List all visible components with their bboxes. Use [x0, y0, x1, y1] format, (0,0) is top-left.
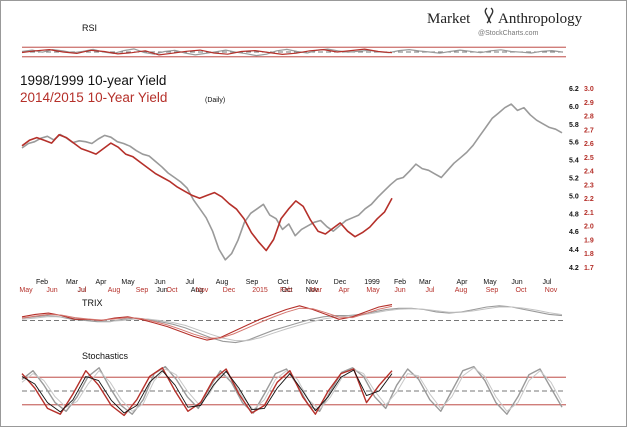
brand-title-2: Anthropology: [498, 11, 583, 27]
trix-2014-line: [21, 304, 393, 341]
x-tick-top: Feb: [36, 279, 48, 286]
y-tick-left: 6.0: [569, 104, 579, 111]
brand-credit: @StockCharts.com: [478, 30, 539, 37]
main-yield-panel: 6.2 6.0 5.8 5.6 5.4 5.2 5.0 4.8 4.6 4.4 4.2 3.0 2.9…: [21, 86, 594, 272]
x-tick-top-2: Aug: [191, 287, 204, 294]
legend-1998: 1998/1999 10-year Yield: [20, 73, 166, 88]
y-tick-right: 1.8: [584, 251, 594, 258]
legend-2014: 2014/2015 10-Year Yield: [20, 90, 167, 105]
y-tick-left: 5.4: [569, 158, 579, 165]
trix-2014-signal-line: [21, 305, 393, 339]
x-tick-top: Feb: [394, 279, 406, 286]
x-tick-top: May: [483, 279, 497, 286]
x-tick-bottom: Feb: [280, 287, 292, 294]
y-tick-left: 4.8: [569, 211, 579, 218]
y-tick-left: 5.2: [569, 176, 579, 183]
x-tick-bottom: Sep: [136, 287, 149, 294]
y-tick-right: 2.7: [584, 127, 594, 134]
chart-frame: [0, 0, 627, 427]
y-tick-right: 2.3: [584, 182, 594, 189]
trix-panel: TRIX: [21, 298, 566, 344]
stoch-2014-line: [21, 367, 393, 417]
stochastics-panel: Stochastics: [21, 351, 566, 417]
y-tick-right: 1.9: [584, 237, 594, 244]
rsi-panel: RSI: [21, 23, 566, 58]
x-tick-bottom: May: [366, 287, 380, 294]
x-tick-top: Mar: [66, 279, 79, 286]
x-tick-bottom: Oct: [516, 287, 527, 294]
x-tick-bottom: Jun: [46, 287, 57, 294]
x-tick-top: 1999: [364, 279, 380, 286]
x-tick-top: Jun: [154, 279, 165, 286]
x-tick-bottom: Sep: [486, 287, 499, 294]
x-tick-top: Sep: [246, 279, 259, 286]
y-tick-right: 2.6: [584, 141, 594, 148]
x-tick-top-2: Jul: [78, 287, 87, 294]
x-tick-top: Apr: [457, 279, 469, 286]
y-tick-right: 2.9: [584, 100, 594, 107]
y-tick-right: 2.2: [584, 196, 594, 203]
x-tick-top: Jul: [543, 279, 552, 286]
y-tick-right: 2.4: [584, 169, 594, 176]
x-tick-bottom: May: [19, 287, 33, 294]
stoch-2014-signal-line: [21, 369, 393, 414]
x-axis-1998-labels-row2: Jul Jun Aug Oct Nov: [78, 287, 319, 294]
x-tick-bottom: Aug: [455, 287, 468, 294]
y-tick-left: 6.2: [569, 86, 579, 93]
y-tick-right: 2.5: [584, 155, 594, 162]
x-tick-top-2: Oct: [282, 287, 293, 294]
x-tick-bottom: Nov: [196, 287, 209, 294]
x-tick-bottom: Jul: [78, 287, 87, 294]
trix-1998-signal-line: [21, 306, 563, 342]
y-tick-right: 2.8: [584, 114, 594, 121]
x-axis-2014-labels: May Jun Jul Aug Sep Oct Nov Dec 2015 Feb Mar Apr May…: [19, 287, 557, 294]
x-axis-1998-labels: Feb Mar Apr May Jun Jul Aug Sep Oct Nov Dec 1999 Feb…: [36, 279, 552, 286]
x-tick-top: Apr: [96, 279, 108, 286]
x-tick-bottom: Oct: [167, 287, 178, 294]
y-tick-right: 2.0: [584, 224, 594, 231]
x-tick-top: Oct: [278, 279, 289, 286]
y-tick-right: 2.1: [584, 210, 594, 217]
x-tick-top: Mar: [419, 279, 432, 286]
x-tick-top: Aug: [216, 279, 229, 286]
y-tick-left: 5.0: [569, 193, 579, 200]
legend-2014-note: (Daily): [205, 97, 225, 104]
trix-title: TRIX: [82, 298, 103, 308]
x-tick-bottom: Aug: [108, 287, 121, 294]
rsi-title: RSI: [82, 23, 97, 33]
x-tick-top-2: Nov: [306, 287, 319, 294]
x-tick-bottom: Jun: [394, 287, 405, 294]
brand-title: Market: [427, 11, 471, 27]
series-1998-line: [21, 103, 563, 261]
y-tick-left: 4.6: [569, 229, 579, 236]
x-tick-top: Dec: [334, 279, 347, 286]
stochastics-title: Stochastics: [82, 351, 129, 361]
x-tick-bottom: Dec: [223, 287, 236, 294]
x-tick-bottom: Nov: [545, 287, 558, 294]
x-tick-bottom: 2015: [252, 287, 268, 294]
x-tick-top: May: [121, 279, 135, 286]
y-tick-right: 3.0: [584, 86, 594, 93]
x-tick-top: Jun: [511, 279, 522, 286]
y-tick-left: 4.4: [569, 247, 579, 254]
y-tick-left: 4.2: [569, 265, 579, 272]
series-2014-line: [21, 134, 393, 252]
y-tick-right: 1.7: [584, 265, 594, 272]
x-tick-top: Nov: [306, 279, 319, 286]
x-tick-top-2: Jun: [156, 287, 167, 294]
x-tick-top: Jul: [186, 279, 195, 286]
dna-logo-icon: [484, 7, 494, 24]
y-tick-left: 5.6: [569, 140, 579, 147]
y-tick-left: 5.8: [569, 122, 579, 129]
rsi-2014-line: [21, 48, 393, 56]
x-tick-bottom: Mar: [310, 287, 323, 294]
x-tick-bottom: Apr: [339, 287, 351, 294]
x-tick-bottom: Jul: [426, 287, 435, 294]
